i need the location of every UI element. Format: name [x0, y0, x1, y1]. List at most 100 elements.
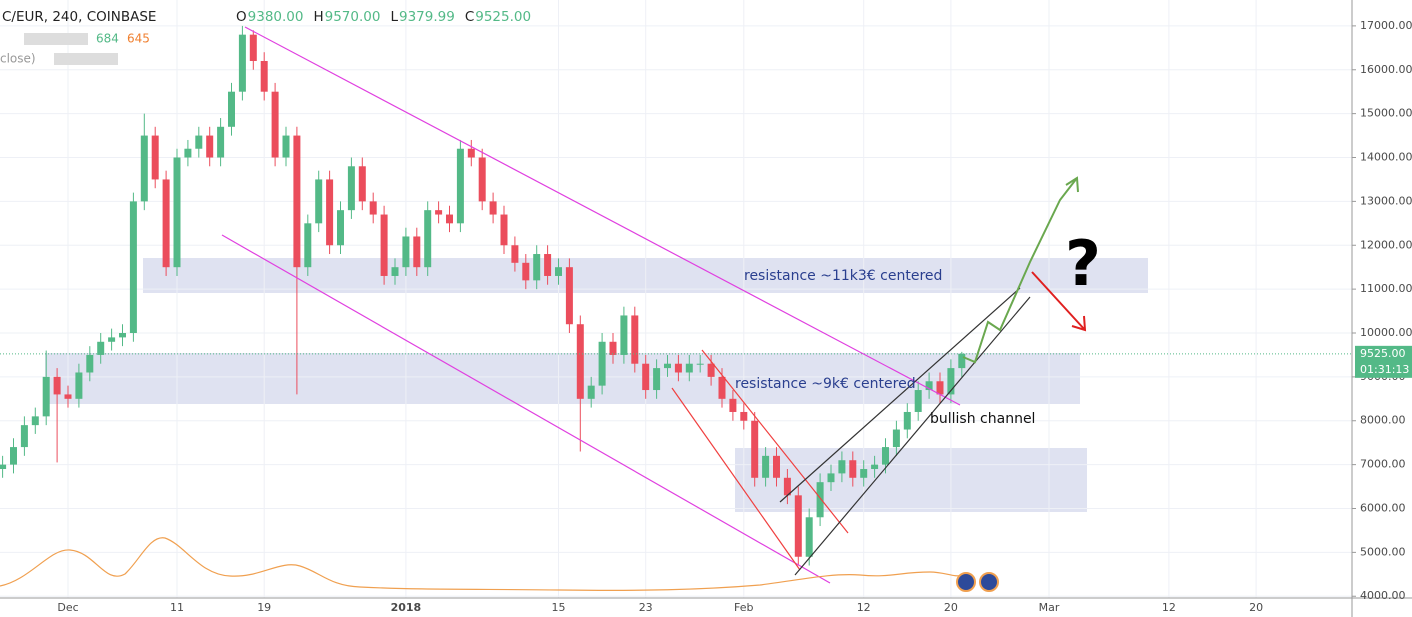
candle-body [402, 236, 410, 268]
candle-body [958, 353, 966, 369]
candle-body [53, 376, 61, 395]
candle-body [653, 368, 661, 391]
candle-body [903, 411, 911, 430]
candle-body [337, 210, 344, 246]
candle-body [892, 429, 900, 448]
candle-body [827, 473, 835, 483]
candle-body [511, 245, 519, 263]
support-zone [735, 448, 1087, 512]
candle-body [162, 179, 170, 268]
candle-body [228, 91, 235, 127]
candle-body [304, 223, 312, 268]
candle-body [108, 337, 116, 342]
candle-body [0, 464, 7, 470]
candle-body [271, 91, 279, 158]
candle-body [500, 214, 508, 246]
candle-body [119, 333, 126, 338]
candle-body [446, 214, 453, 224]
y-tick-label: 4000.00 [1360, 589, 1406, 602]
countdown: 01:31:13 [1360, 363, 1409, 376]
candle-body [762, 455, 770, 478]
candle-body [631, 315, 639, 364]
candle-body [849, 460, 857, 478]
drawings [45, 258, 1148, 512]
candle-body [195, 135, 203, 149]
candle-body [326, 179, 334, 246]
candle-body [206, 135, 214, 158]
last-price-tag [1355, 345, 1412, 378]
y-tick-label: 16000.00 [1360, 63, 1412, 76]
candle-body [729, 398, 737, 412]
candle-body [587, 385, 595, 399]
trend-line [701, 349, 849, 534]
candle-body [925, 381, 933, 391]
forecast-arrow [1031, 271, 1087, 332]
toolbar-icons[interactable] [24, 33, 88, 45]
y-tick-label: 6000.00 [1360, 501, 1406, 514]
candle-body [129, 201, 137, 334]
trend-line [244, 26, 961, 406]
candle-body [533, 254, 541, 281]
ohlc-value: 9379.99 [399, 9, 455, 25]
candle-body [860, 469, 868, 478]
candle-body [598, 341, 606, 386]
x-tick-label: 20 [1249, 601, 1263, 614]
candle-body [435, 210, 443, 215]
channel-line [794, 296, 1031, 576]
x-tick-label: 20 [944, 601, 958, 614]
x-tick-label: 12 [857, 601, 871, 614]
candle-body [20, 425, 28, 448]
candle-body [293, 135, 301, 268]
candle-body [282, 135, 290, 158]
candle-body [936, 381, 944, 395]
candle-body [391, 267, 399, 276]
y-tick-label: 11000.00 [1360, 282, 1412, 295]
x-tick-label: 12 [1162, 601, 1176, 614]
x-tick-label: 11 [170, 601, 184, 614]
volume-value: 684 [96, 32, 119, 46]
symbol: C/EUR, 240, COINBASE [2, 9, 156, 25]
candle-body [42, 376, 50, 417]
candle-body [369, 201, 377, 215]
candle-body [31, 416, 39, 426]
candle-body [238, 34, 246, 92]
candle-body [816, 482, 824, 518]
candle-body [555, 267, 562, 276]
time-axis [0, 598, 1412, 617]
candle-body [86, 354, 94, 373]
ohlc-value: 9525.00 [475, 9, 531, 25]
candle-body [75, 372, 83, 399]
volume-overlay [0, 537, 963, 591]
toolbar-icons[interactable] [54, 53, 118, 65]
annotation: resistance ~11k3€ centered [744, 268, 942, 284]
channel-line [779, 287, 1021, 503]
x-tick-label: Mar [1039, 601, 1060, 614]
candle-body [576, 324, 584, 399]
ohlc-key: L [390, 9, 398, 25]
y-tick-label: 7000.00 [1360, 458, 1406, 471]
candle-body [773, 455, 780, 478]
annotation: bullish channel [930, 411, 1035, 427]
candle-body [249, 34, 257, 61]
x-tick-label: 23 [639, 601, 653, 614]
price-axis [1352, 0, 1412, 617]
ohlc-key: O [236, 9, 247, 25]
volume-value: 645 [127, 32, 150, 46]
candle-body [620, 315, 628, 355]
y-tick-label: 13000.00 [1360, 194, 1412, 207]
event-icon[interactable] [979, 572, 999, 592]
candle-body [260, 60, 268, 92]
candle-body [871, 464, 879, 470]
y-tick-label: 8000.00 [1360, 414, 1406, 427]
candle-body [467, 148, 475, 158]
y-tick-label: 12000.00 [1360, 238, 1412, 251]
candle-body [151, 135, 159, 180]
candle-body [478, 157, 486, 202]
y-tick-label: 14000.00 [1360, 151, 1412, 164]
ohlc-key: H [313, 9, 323, 25]
candle-body [456, 148, 464, 224]
candle-body [947, 368, 955, 395]
candle-body [805, 517, 813, 557]
event-icon[interactable] [956, 572, 976, 592]
